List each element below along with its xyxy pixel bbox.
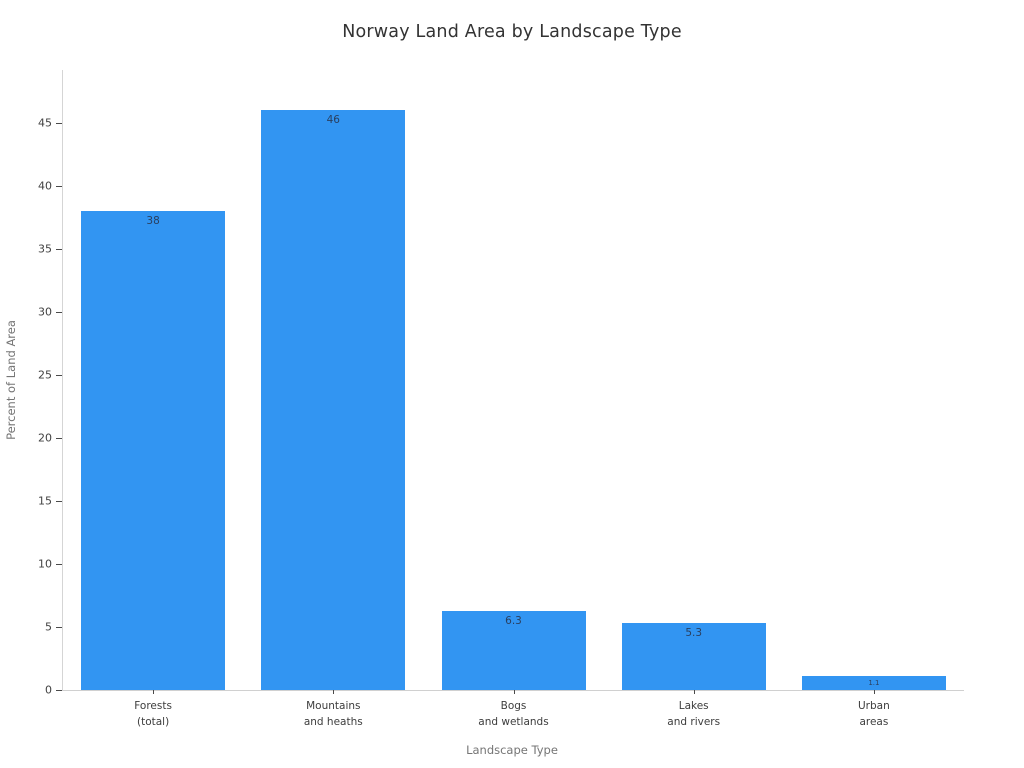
y-tick-mark [56, 626, 62, 628]
bar: 46 [261, 110, 406, 690]
bar-value-label: 46 [326, 114, 340, 127]
y-tick-mark [56, 122, 62, 124]
y-tick-mark [56, 563, 62, 565]
bar-value-label: 6.3 [505, 614, 522, 627]
bar-value-label: 38 [146, 215, 160, 228]
x-category-label: Mountains and heaths [303, 700, 363, 728]
x-category-label: Forests (total) [134, 700, 172, 728]
y-tick-label: 5 [45, 620, 52, 634]
y-tick-mark [56, 374, 62, 376]
x-category-label: Lakes and rivers [667, 700, 721, 728]
x-tick-mark [153, 690, 155, 694]
y-tick-label: 0 [45, 683, 52, 697]
x-tick-mark [693, 690, 695, 694]
y-tick-label: 20 [38, 431, 52, 445]
y-tick-mark [56, 248, 62, 250]
chart-title: Norway Land Area by Landscape Type [342, 22, 682, 42]
y-tick-label: 35 [38, 242, 52, 256]
bar: 1.1 [801, 676, 946, 690]
plot-area: 0 5 10 15 20 25 30 35 40 45 38 Forests (total) 46 Mou… [38, 70, 964, 728]
bar-value-label: 1.1 [868, 679, 880, 688]
bar: 6.3 [441, 610, 586, 690]
y-tick-label: 25 [38, 368, 52, 382]
y-tick-mark [56, 500, 62, 502]
x-category-label: Bogs and wetlands [478, 700, 549, 728]
y-tick-mark [56, 311, 62, 313]
y-tick-label: 40 [38, 179, 52, 193]
x-tick-mark [873, 690, 875, 694]
bar-value-label: 5.3 [685, 627, 703, 640]
y-tick-mark [56, 437, 62, 439]
x-tick-mark [333, 690, 335, 694]
y-axis-label: Percent of Land Area [4, 320, 18, 440]
y-tick-label: 15 [38, 494, 52, 508]
bar: 38 [81, 211, 226, 690]
y-tick-mark [56, 185, 62, 187]
y-tick-label: 10 [38, 557, 52, 571]
bar: 5.3 [621, 623, 766, 690]
y-tick-mark [56, 690, 62, 691]
y-tick-label: 45 [38, 116, 52, 130]
x-tick-mark [513, 690, 515, 694]
y-tick-label: 30 [38, 305, 52, 319]
x-category-label: Urban areas [858, 700, 890, 728]
x-axis-label: Landscape Type [466, 743, 558, 757]
